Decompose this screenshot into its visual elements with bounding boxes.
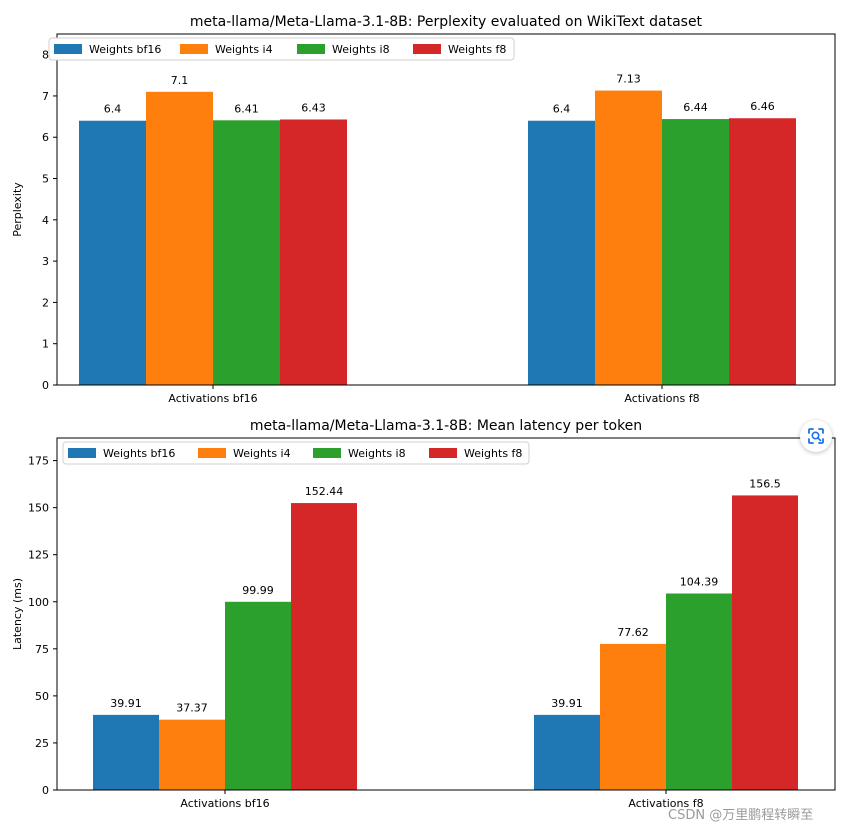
bar-2-weights-i4 <box>600 643 666 790</box>
y-axis-label: Perplexity <box>11 182 24 237</box>
y-tick-label: 100 <box>28 596 49 609</box>
data-label: 37.37 <box>176 702 208 715</box>
chart-title: meta-llama/Meta-Llama-3.1-8B: Perplexity… <box>190 14 703 30</box>
data-label: 99.99 <box>242 584 274 597</box>
y-tick-label: 150 <box>28 502 49 515</box>
bar-2-weights-f8 <box>732 495 798 790</box>
data-label: 104.39 <box>680 576 719 589</box>
plot-frame <box>56 437 836 791</box>
data-label: 152.44 <box>305 485 344 498</box>
legend-swatch <box>297 44 325 54</box>
lens-scan-icon <box>808 428 824 444</box>
legend-label: Weights bf16 <box>103 447 175 460</box>
bar-1-weights-bf16 <box>93 714 159 790</box>
data-label: 6.43 <box>301 101 326 114</box>
legend-label: Weights f8 <box>448 43 506 56</box>
data-label: 6.41 <box>234 102 259 115</box>
bar-1-weights-i8 <box>225 601 291 790</box>
bar-1-weights-f8 <box>280 119 347 385</box>
legend-box <box>48 37 515 61</box>
y-axis-label: Latency (ms) <box>11 578 24 650</box>
data-label: 7.1 <box>171 74 189 87</box>
watermark: CSDN @万里鹏程转瞬至 <box>668 808 814 823</box>
x-tick-label: Activations f8 <box>624 392 699 405</box>
legend-box <box>62 441 530 465</box>
bar-2-weights-i4 <box>595 90 662 386</box>
legend-label: Weights bf16 <box>89 43 161 56</box>
y-tick-label: 6 <box>42 131 49 144</box>
data-label: 6.4 <box>104 103 122 116</box>
y-tick-label: 1 <box>42 338 49 351</box>
plot-frame <box>56 33 836 386</box>
legend-swatch <box>54 44 82 54</box>
legend-swatch <box>68 448 96 458</box>
bar-2-weights-i8 <box>662 119 729 385</box>
legend-swatch <box>413 44 441 54</box>
y-tick-label: 8 <box>42 49 49 62</box>
bar-1-weights-i8 <box>213 120 280 386</box>
bar-1-weights-i4 <box>159 719 225 790</box>
data-label: 7.13 <box>616 73 641 86</box>
y-tick-label: 2 <box>42 296 49 309</box>
y-tick-label: 7 <box>42 90 49 103</box>
data-label: 39.91 <box>110 697 142 710</box>
x-tick-label: Activations bf16 <box>180 797 269 810</box>
legend-swatch <box>429 448 457 458</box>
legend-label: Weights i8 <box>332 43 390 56</box>
y-tick-label: 125 <box>28 549 49 562</box>
legend-label: Weights i4 <box>215 43 273 56</box>
data-label: 77.62 <box>617 626 649 639</box>
y-tick-label: 0 <box>42 379 49 392</box>
data-label: 6.4 <box>553 103 571 116</box>
lens-scan-button[interactable] <box>800 420 832 452</box>
bar-1-weights-f8 <box>291 503 357 790</box>
legend-label: Weights i4 <box>233 447 291 460</box>
bar-2-weights-f8 <box>729 118 796 386</box>
data-label: 6.44 <box>683 101 708 114</box>
x-tick-label: Activations f8 <box>628 797 703 810</box>
data-label: 39.91 <box>551 697 583 710</box>
y-tick-label: 175 <box>28 455 49 468</box>
legend-swatch <box>180 44 208 54</box>
legend-label: Weights f8 <box>464 447 522 460</box>
y-tick-label: 0 <box>42 784 49 797</box>
y-tick-label: 25 <box>35 737 49 750</box>
bar-2-weights-bf16 <box>534 714 600 790</box>
bar-2-weights-i8 <box>666 593 732 790</box>
bar-1-weights-bf16 <box>79 120 146 385</box>
y-tick-label: 5 <box>42 173 49 186</box>
legend-swatch <box>313 448 341 458</box>
legend-label: Weights i8 <box>348 447 406 460</box>
bar-2-weights-bf16 <box>528 120 595 385</box>
legend-swatch <box>198 448 226 458</box>
chart-title: meta-llama/Meta-Llama-3.1-8B: Mean laten… <box>250 418 642 434</box>
y-tick-label: 50 <box>35 690 49 703</box>
y-tick-label: 3 <box>42 255 49 268</box>
bar-1-weights-i4 <box>146 91 213 385</box>
y-tick-label: 4 <box>42 214 49 227</box>
y-tick-label: 75 <box>35 643 49 656</box>
x-tick-label: Activations bf16 <box>168 392 257 405</box>
data-label: 156.5 <box>749 477 781 490</box>
data-label: 6.46 <box>750 100 775 113</box>
